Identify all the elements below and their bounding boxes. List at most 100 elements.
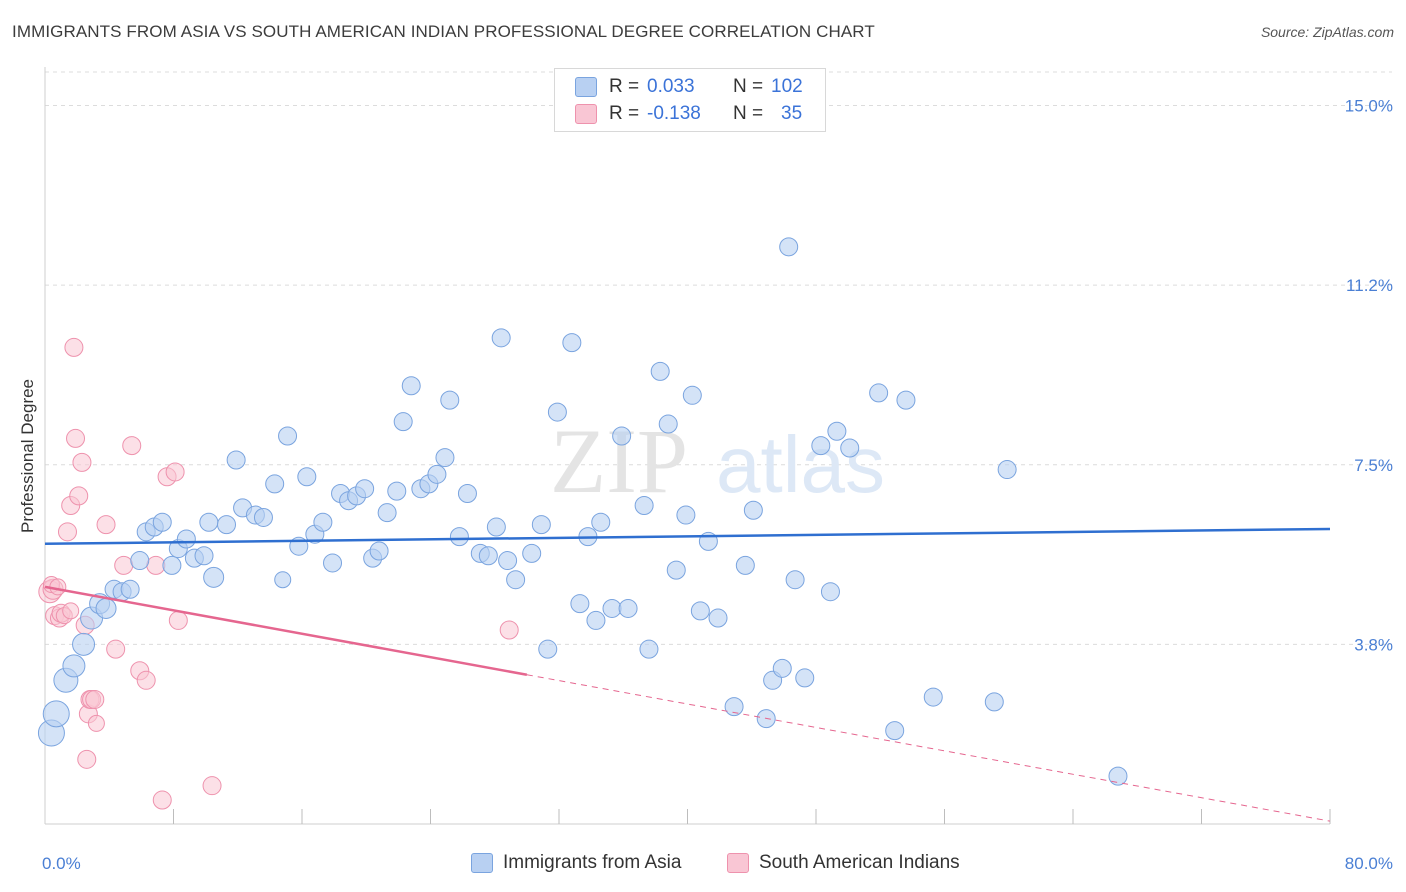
legend-r-label: R = (609, 76, 640, 97)
data-point-immigrants-from-asia (885, 721, 905, 741)
data-point-immigrants-from-asia (634, 495, 654, 515)
y-tick-label: 7.5% (1354, 456, 1393, 475)
data-point-immigrants-from-asia (1108, 766, 1128, 786)
trend-lines (44, 527, 1331, 822)
data-point-immigrants-from-asia (779, 237, 799, 257)
data-point-immigrants-from-asia (506, 570, 526, 590)
data-point-south-american-indians (136, 670, 156, 690)
data-point-immigrants-from-asia (387, 481, 407, 501)
data-point-south-american-indians (77, 749, 97, 769)
trend-line-south-american-indians-extension (526, 674, 1331, 822)
data-point-immigrants-from-asia (984, 692, 1004, 712)
data-point-immigrants-from-asia (735, 555, 755, 575)
x-tick-labels: 0.0% 80.0% (42, 854, 1393, 873)
data-point-immigrants-from-asia (570, 594, 590, 614)
data-point-immigrants-from-asia (547, 402, 567, 422)
data-point-immigrants-from-asia (355, 479, 375, 499)
data-point-south-american-indians (202, 776, 222, 796)
data-point-immigrants-from-asia (498, 551, 518, 571)
data-point-immigrants-from-asia (203, 566, 225, 588)
data-point-immigrants-from-asia (682, 385, 702, 405)
legend-item-label: Immigrants from Asia (503, 852, 682, 873)
data-point-south-american-indians (122, 436, 142, 456)
correlation-legend: R = 0.033 N = 102 R = -0.138 N = 35 (554, 68, 826, 132)
data-point-immigrants-from-asia (62, 654, 86, 678)
data-point-immigrants-from-asia (639, 639, 659, 659)
data-point-immigrants-from-asia (42, 700, 70, 728)
legend-swatch-pink (575, 104, 597, 124)
data-point-immigrants-from-asia (478, 546, 498, 566)
data-point-immigrants-from-asia (612, 426, 632, 446)
chart-title: IMMIGRANTS FROM ASIA VS SOUTH AMERICAN I… (12, 22, 875, 41)
data-point-south-american-indians (146, 555, 166, 575)
data-point-immigrants-from-asia (869, 383, 889, 403)
trend-line-immigrants-from-asia (44, 527, 1331, 546)
data-point-immigrants-from-asia (840, 438, 860, 458)
data-point-immigrants-from-asia (724, 697, 744, 717)
grid-lines (45, 71, 1392, 645)
data-point-immigrants-from-asia (199, 512, 219, 532)
series-south-american-indians (38, 337, 519, 810)
data-point-immigrants-from-asia (785, 570, 805, 590)
trend-line-south-american-indians (44, 585, 528, 676)
data-point-immigrants-from-asia (491, 328, 511, 348)
x-tick-label: 80.0% (1345, 854, 1393, 873)
data-point-immigrants-from-asia (313, 512, 333, 532)
watermark-atlas: atlas (716, 420, 885, 509)
legend-n-label: N = (733, 103, 764, 124)
data-point-immigrants-from-asia (486, 517, 506, 537)
y-tick-label: 3.8% (1354, 635, 1393, 654)
data-point-immigrants-from-asia (666, 560, 686, 580)
y-tick-label: 15.0% (1345, 97, 1393, 116)
data-point-south-american-indians (152, 790, 172, 810)
data-point-immigrants-from-asia (176, 529, 196, 549)
data-point-immigrants-from-asia (226, 450, 246, 470)
watermark: ZIP atlas (550, 410, 885, 512)
legend-n-value: 102 (771, 76, 803, 97)
data-point-immigrants-from-asia (130, 551, 150, 571)
series-immigrants-from-asia (37, 237, 1128, 786)
data-point-immigrants-from-asia (522, 543, 542, 563)
data-point-immigrants-from-asia (811, 436, 831, 456)
data-point-immigrants-from-asia (401, 376, 421, 396)
data-point-immigrants-from-asia (120, 579, 140, 599)
data-point-immigrants-from-asia (795, 668, 815, 688)
legend-item-sai: South American Indians (727, 852, 960, 874)
data-point-immigrants-from-asia (708, 608, 728, 628)
data-point-immigrants-from-asia (896, 390, 916, 410)
data-point-south-american-indians (96, 515, 116, 535)
data-point-immigrants-from-asia (457, 484, 477, 504)
data-point-south-american-indians (66, 428, 86, 448)
data-point-immigrants-from-asia (602, 598, 622, 618)
data-point-immigrants-from-asia (618, 598, 638, 618)
legend-n-value: 35 (781, 103, 803, 124)
legend-r-label: R = (609, 103, 640, 124)
data-point-immigrants-from-asia (586, 610, 606, 630)
legend-item-label: South American Indians (759, 852, 960, 873)
legend-row-sai: R = -0.138 N = 35 (575, 102, 802, 126)
y-axis-label: Professional Degree (18, 379, 37, 533)
data-point-immigrants-from-asia (377, 503, 397, 523)
data-point-immigrants-from-asia (323, 553, 343, 573)
data-point-immigrants-from-asia (772, 658, 792, 678)
data-point-immigrants-from-asia (274, 571, 292, 589)
legend-swatch-blue (575, 77, 597, 97)
data-point-immigrants-from-asia (253, 507, 273, 527)
data-point-south-american-indians (87, 714, 105, 732)
data-point-immigrants-from-asia (278, 426, 298, 446)
legend-r-value: -0.138 (647, 103, 701, 124)
series-legend: Immigrants from Asia South American Indi… (0, 852, 1406, 876)
data-point-south-american-indians (49, 578, 67, 596)
y-tick-labels: 15.0% 11.2% 7.5% 3.8% (1345, 97, 1393, 655)
data-point-immigrants-from-asia (820, 582, 840, 602)
data-point-immigrants-from-asia (562, 333, 582, 353)
data-point-immigrants-from-asia (997, 460, 1017, 480)
legend-item-asia: Immigrants from Asia (471, 852, 681, 874)
data-point-immigrants-from-asia (690, 601, 710, 621)
data-point-immigrants-from-asia (152, 512, 172, 532)
data-point-south-american-indians (62, 602, 80, 620)
legend-n-label: N = (733, 76, 764, 97)
data-point-south-american-indians (168, 610, 188, 630)
data-point-immigrants-from-asia (591, 512, 611, 532)
